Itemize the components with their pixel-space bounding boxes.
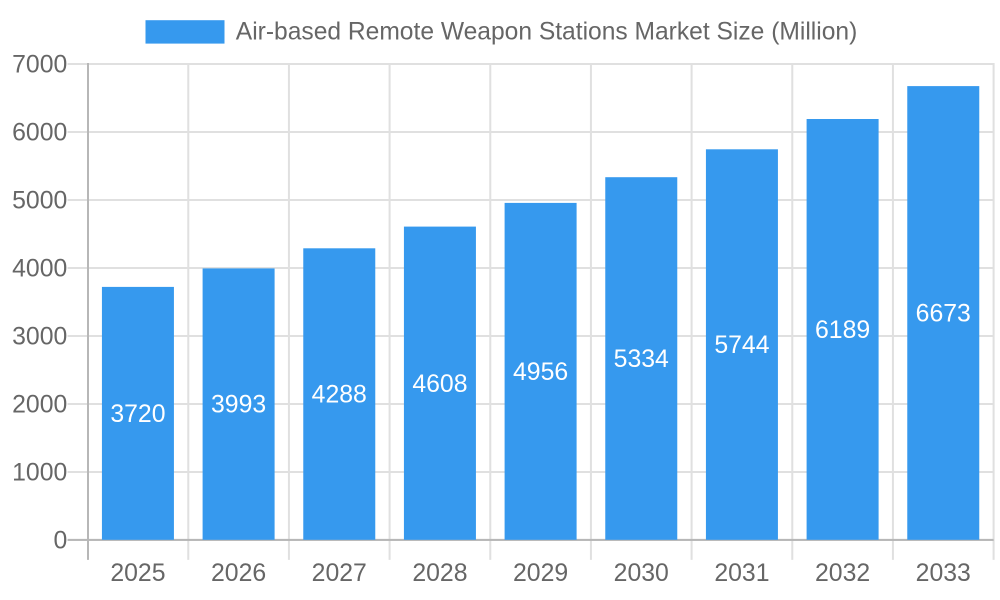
svg-text:2033: 2033 — [916, 560, 971, 587]
svg-text:4000: 4000 — [12, 256, 67, 283]
svg-text:3993: 3993 — [211, 392, 266, 419]
svg-text:2029: 2029 — [513, 560, 568, 587]
svg-text:2030: 2030 — [614, 560, 669, 587]
svg-text:6673: 6673 — [916, 301, 971, 328]
svg-text:3720: 3720 — [110, 401, 165, 428]
svg-text:6189: 6189 — [815, 317, 870, 344]
svg-text:4956: 4956 — [513, 359, 568, 386]
svg-text:5334: 5334 — [614, 346, 669, 373]
svg-text:7000: 7000 — [12, 52, 67, 79]
svg-text:1000: 1000 — [12, 460, 67, 487]
svg-text:4288: 4288 — [312, 382, 367, 409]
svg-text:2026: 2026 — [211, 560, 266, 587]
svg-text:5744: 5744 — [714, 332, 769, 359]
svg-text:Air-based Remote Weapon Statio: Air-based Remote Weapon Stations Market … — [236, 19, 857, 46]
svg-text:4608: 4608 — [412, 371, 467, 398]
svg-text:2031: 2031 — [714, 560, 769, 587]
svg-text:2025: 2025 — [110, 560, 165, 587]
svg-text:2032: 2032 — [815, 560, 870, 587]
svg-text:3000: 3000 — [12, 324, 67, 351]
svg-text:6000: 6000 — [12, 120, 67, 147]
svg-text:5000: 5000 — [12, 188, 67, 215]
svg-text:2028: 2028 — [412, 560, 467, 587]
svg-text:2000: 2000 — [12, 392, 67, 419]
svg-text:0: 0 — [54, 528, 68, 555]
svg-text:2027: 2027 — [312, 560, 367, 587]
